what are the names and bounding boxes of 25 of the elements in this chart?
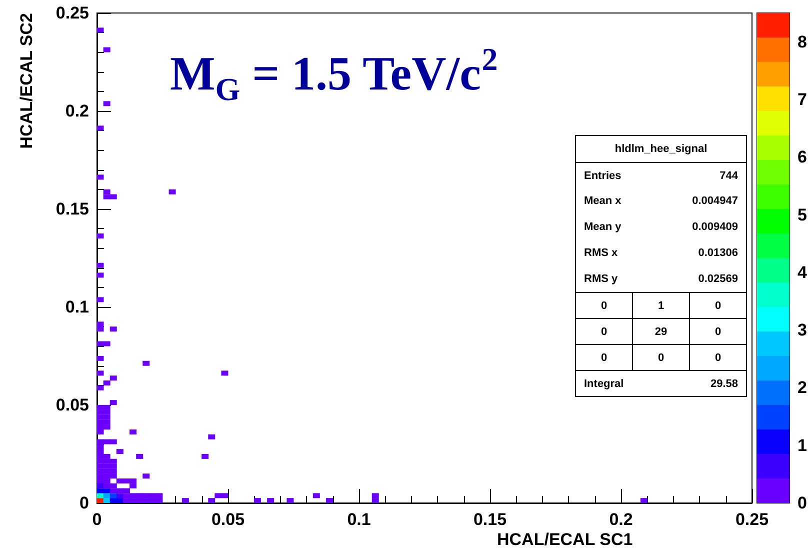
color-bar-label: 5 — [798, 205, 808, 224]
stats-table: hldlm_hee_signal Entries 744 Mean x 0.004947 Mean y 0.009409 RMS x 0.01306 RMS y 0.02569 0 1 0 0 29 0 0 0 0 Integral 29.58 — [575, 135, 747, 397]
x-tick-label: 0 — [92, 510, 102, 529]
color-bar-label: 0 — [798, 494, 808, 512]
color-bar-label: 6 — [798, 148, 808, 167]
color-bar-label: 2 — [798, 378, 808, 398]
x-tick-label: 0.05 — [211, 510, 245, 529]
x-tick-label: 0.1 — [347, 510, 371, 529]
color-bar-label: 3 — [798, 320, 808, 340]
y-axis-title: HCAL/ECAL SC2 — [17, 13, 36, 149]
x-tick-label: 0.25 — [735, 510, 769, 529]
y-tick-label: 0.05 — [56, 396, 89, 414]
color-bar-label: 8 — [798, 32, 808, 52]
color-bar-label: 7 — [798, 90, 808, 109]
y-tick-label: 0.15 — [56, 200, 89, 218]
x-tick-label: 0.15 — [473, 510, 507, 529]
y-tick-label: 0.25 — [56, 4, 89, 22]
annotation: hldlm_hee_signal — [614, 142, 708, 157]
color-bar-label: 4 — [798, 262, 808, 282]
y-tick-label: 0.2 — [65, 102, 89, 120]
y-tick-label: 0 — [80, 494, 89, 512]
y-tick-label: 0.1 — [65, 298, 89, 316]
color-bar-label: 1 — [798, 436, 808, 455]
x-axis-title: HCAL/ECAL SC1 — [497, 530, 633, 549]
x-tick-label: 0.2 — [609, 510, 633, 529]
